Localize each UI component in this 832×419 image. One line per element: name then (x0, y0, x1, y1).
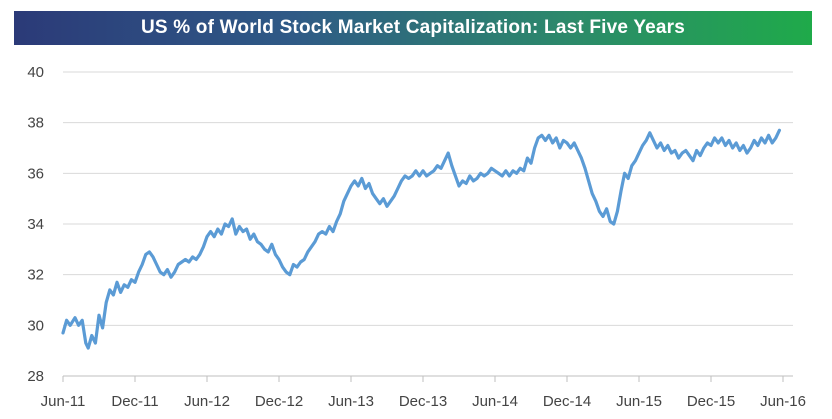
x-tick-label: Dec-15 (687, 393, 735, 410)
y-tick-label: 34 (27, 216, 44, 233)
x-tick-label: Dec-13 (399, 393, 447, 410)
series-line-0 (61, 128, 781, 350)
x-tick-label: Jun-12 (184, 393, 230, 410)
x-tick-label: Dec-12 (255, 393, 303, 410)
x-tick-label: Jun-16 (760, 393, 806, 410)
x-tick-label: Dec-11 (111, 393, 158, 410)
chart-title: US % of World Stock Market Capitalizatio… (14, 11, 812, 45)
y-axis-ticks: 28 30 32 34 36 38 40 (27, 64, 44, 385)
y-tick-label: 38 (27, 115, 44, 132)
x-tick-label: Jun-15 (616, 393, 662, 410)
x-tick-label: Jun-14 (472, 393, 518, 410)
x-tick-label: Dec-14 (543, 393, 591, 410)
y-tick-label: 36 (27, 165, 44, 182)
series-layer (61, 128, 781, 350)
x-axis-ticks: Jun-11 Dec-11 Jun-12 Dec-12 Jun-13 Dec-13 Jun-… (41, 376, 806, 410)
y-tick-label: 30 (27, 317, 44, 334)
x-tick-label: Jun-11 (41, 393, 86, 410)
y-tick-label: 40 (27, 64, 44, 81)
y-tick-label: 32 (27, 267, 44, 284)
gridlines (63, 71, 793, 326)
y-tick-label: 28 (27, 368, 44, 385)
x-tick-label: Jun-13 (328, 393, 374, 410)
